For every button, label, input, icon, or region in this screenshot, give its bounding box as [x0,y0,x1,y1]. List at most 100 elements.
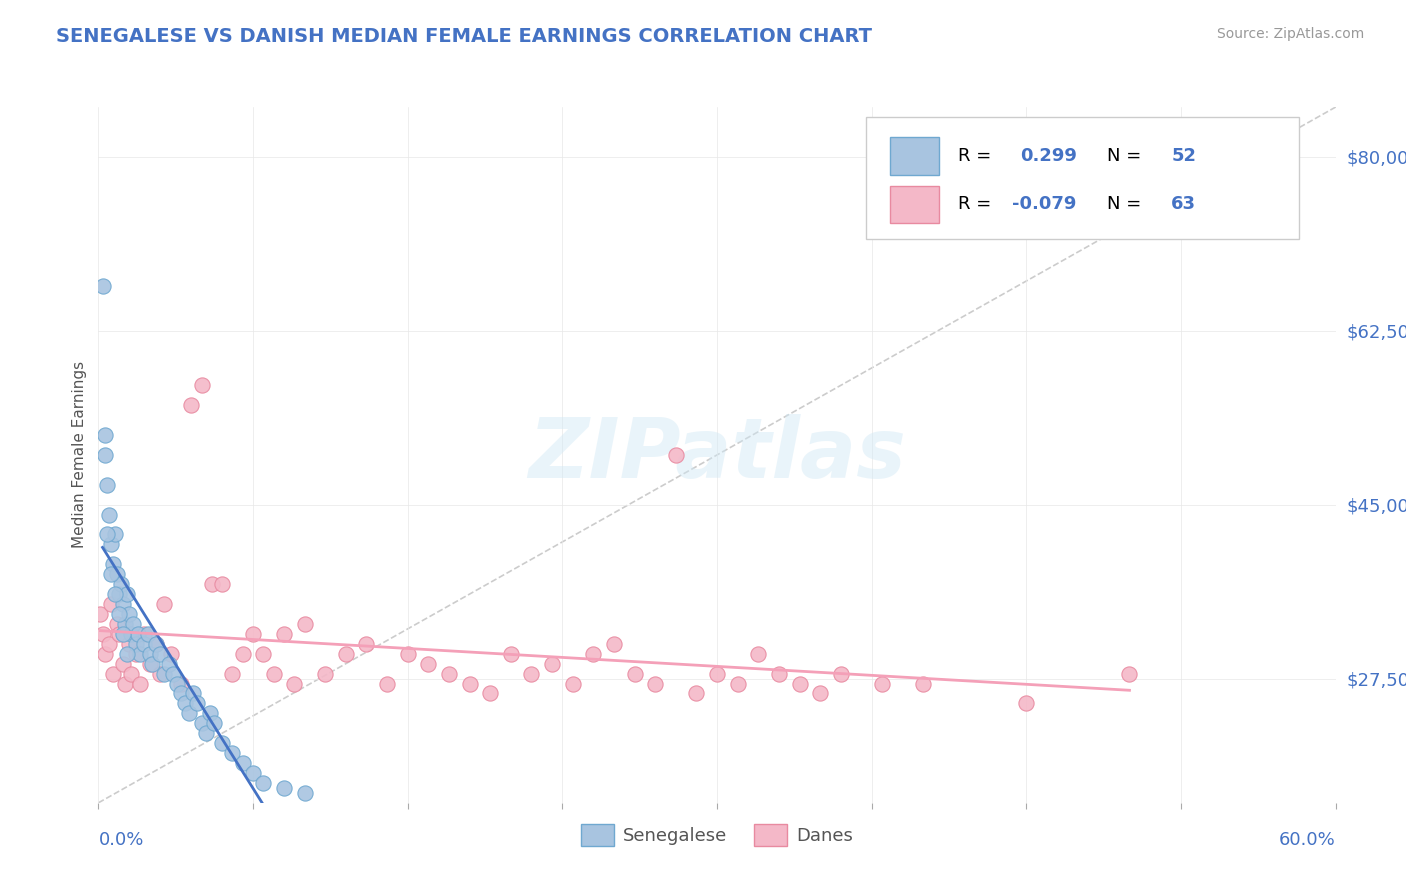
Point [108,627,131,641]
Point [108,607,131,621]
Point [162,666,184,681]
Text: 63: 63 [1171,195,1197,213]
Point [582,647,605,661]
Point [665,448,688,462]
Point [194,726,217,740]
Point [153,597,176,611]
Point [273,780,295,795]
Point [145,637,167,651]
Point [644,676,666,690]
Point [93,428,115,442]
Point [221,666,243,681]
Point [108,587,131,601]
Point [91,279,114,293]
Point [96,477,118,491]
Point [97,637,120,651]
Point [118,637,141,651]
Point [437,666,460,681]
Text: N =: N = [1107,195,1147,213]
Point [124,647,146,661]
Point [727,676,749,690]
Point [122,616,145,631]
Point [97,508,120,522]
Point [117,587,139,601]
Point [335,647,357,661]
Point [789,676,811,690]
Point [198,706,221,721]
Point [174,697,197,711]
Point [114,676,136,690]
Point [870,676,893,690]
Point [149,647,172,661]
Point [202,716,225,731]
Point [104,587,127,601]
Point [180,398,202,412]
Point [105,616,128,631]
Point [768,666,790,681]
Point [201,577,224,591]
Point [221,746,243,760]
Point [190,716,212,731]
Point [396,647,419,661]
Point [242,627,264,641]
FancyBboxPatch shape [866,118,1299,239]
Point [118,607,141,621]
Point [283,676,305,690]
Legend: Senegalese, Danes: Senegalese, Danes [574,816,860,853]
Point [120,627,142,641]
Point [273,627,295,641]
Point [136,627,159,641]
Point [232,756,254,770]
Point [128,676,150,690]
Point [211,736,233,750]
Text: -0.079: -0.079 [1011,195,1076,213]
Point [181,686,204,700]
Point [541,657,564,671]
Point [706,666,728,681]
Text: 0.299: 0.299 [1021,147,1077,165]
Text: 0.0%: 0.0% [98,830,143,848]
FancyBboxPatch shape [890,137,939,175]
Point [294,616,316,631]
Point [520,666,543,681]
Point [101,666,124,681]
Point [685,686,707,700]
Point [89,607,111,621]
Point [114,616,136,631]
Point [912,676,935,690]
Point [127,627,149,641]
FancyBboxPatch shape [890,186,939,223]
Point [263,666,285,681]
Point [375,676,398,690]
Point [91,627,114,641]
Point [623,666,645,681]
Point [132,637,155,651]
Point [314,666,336,681]
Point [211,577,233,591]
Point [252,647,274,661]
Point [252,776,274,790]
Point [112,627,135,641]
Point [159,647,181,661]
Text: ZIPatlas: ZIPatlas [529,415,905,495]
Point [141,657,163,671]
Point [232,647,254,661]
Point [100,537,122,551]
Point [128,647,150,661]
Point [418,657,440,671]
Text: Source: ZipAtlas.com: Source: ZipAtlas.com [1216,27,1364,41]
Point [603,637,626,651]
Point [132,627,155,641]
Text: 52: 52 [1171,147,1197,165]
Text: 60.0%: 60.0% [1279,830,1336,848]
Point [808,686,831,700]
Text: R =: R = [959,195,997,213]
Point [747,647,769,661]
Text: SENEGALESE VS DANISH MEDIAN FEMALE EARNINGS CORRELATION CHART: SENEGALESE VS DANISH MEDIAN FEMALE EARNI… [56,27,872,45]
Point [499,647,522,661]
Point [117,647,139,661]
Point [294,786,316,800]
Point [458,676,481,690]
Point [139,647,162,661]
Point [96,527,118,541]
